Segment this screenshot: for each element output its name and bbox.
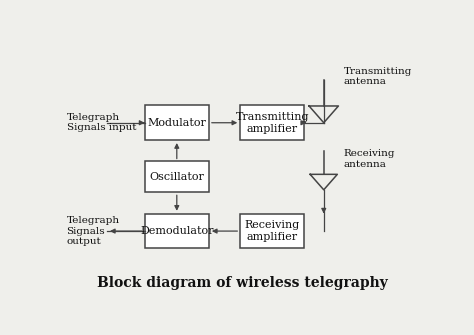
- Text: Receiving
amplifier: Receiving amplifier: [245, 220, 300, 242]
- Text: Oscillator: Oscillator: [149, 172, 204, 182]
- Text: Demodulator: Demodulator: [140, 226, 214, 236]
- Text: Telegraph
Signals
output: Telegraph Signals output: [66, 216, 120, 246]
- Text: Transmitting
amplifier: Transmitting amplifier: [236, 112, 309, 134]
- Text: Telegraph
Signals input: Telegraph Signals input: [66, 113, 136, 132]
- Text: Block diagram of wireless telegraphy: Block diagram of wireless telegraphy: [98, 276, 388, 290]
- Text: Modulator: Modulator: [147, 118, 206, 128]
- Bar: [240, 105, 304, 140]
- Text: Transmitting
antenna: Transmitting antenna: [344, 67, 412, 86]
- Bar: [145, 214, 209, 249]
- Bar: [145, 161, 209, 192]
- Bar: [145, 105, 209, 140]
- Text: Receiving
antenna: Receiving antenna: [344, 149, 395, 169]
- Bar: [240, 214, 304, 249]
